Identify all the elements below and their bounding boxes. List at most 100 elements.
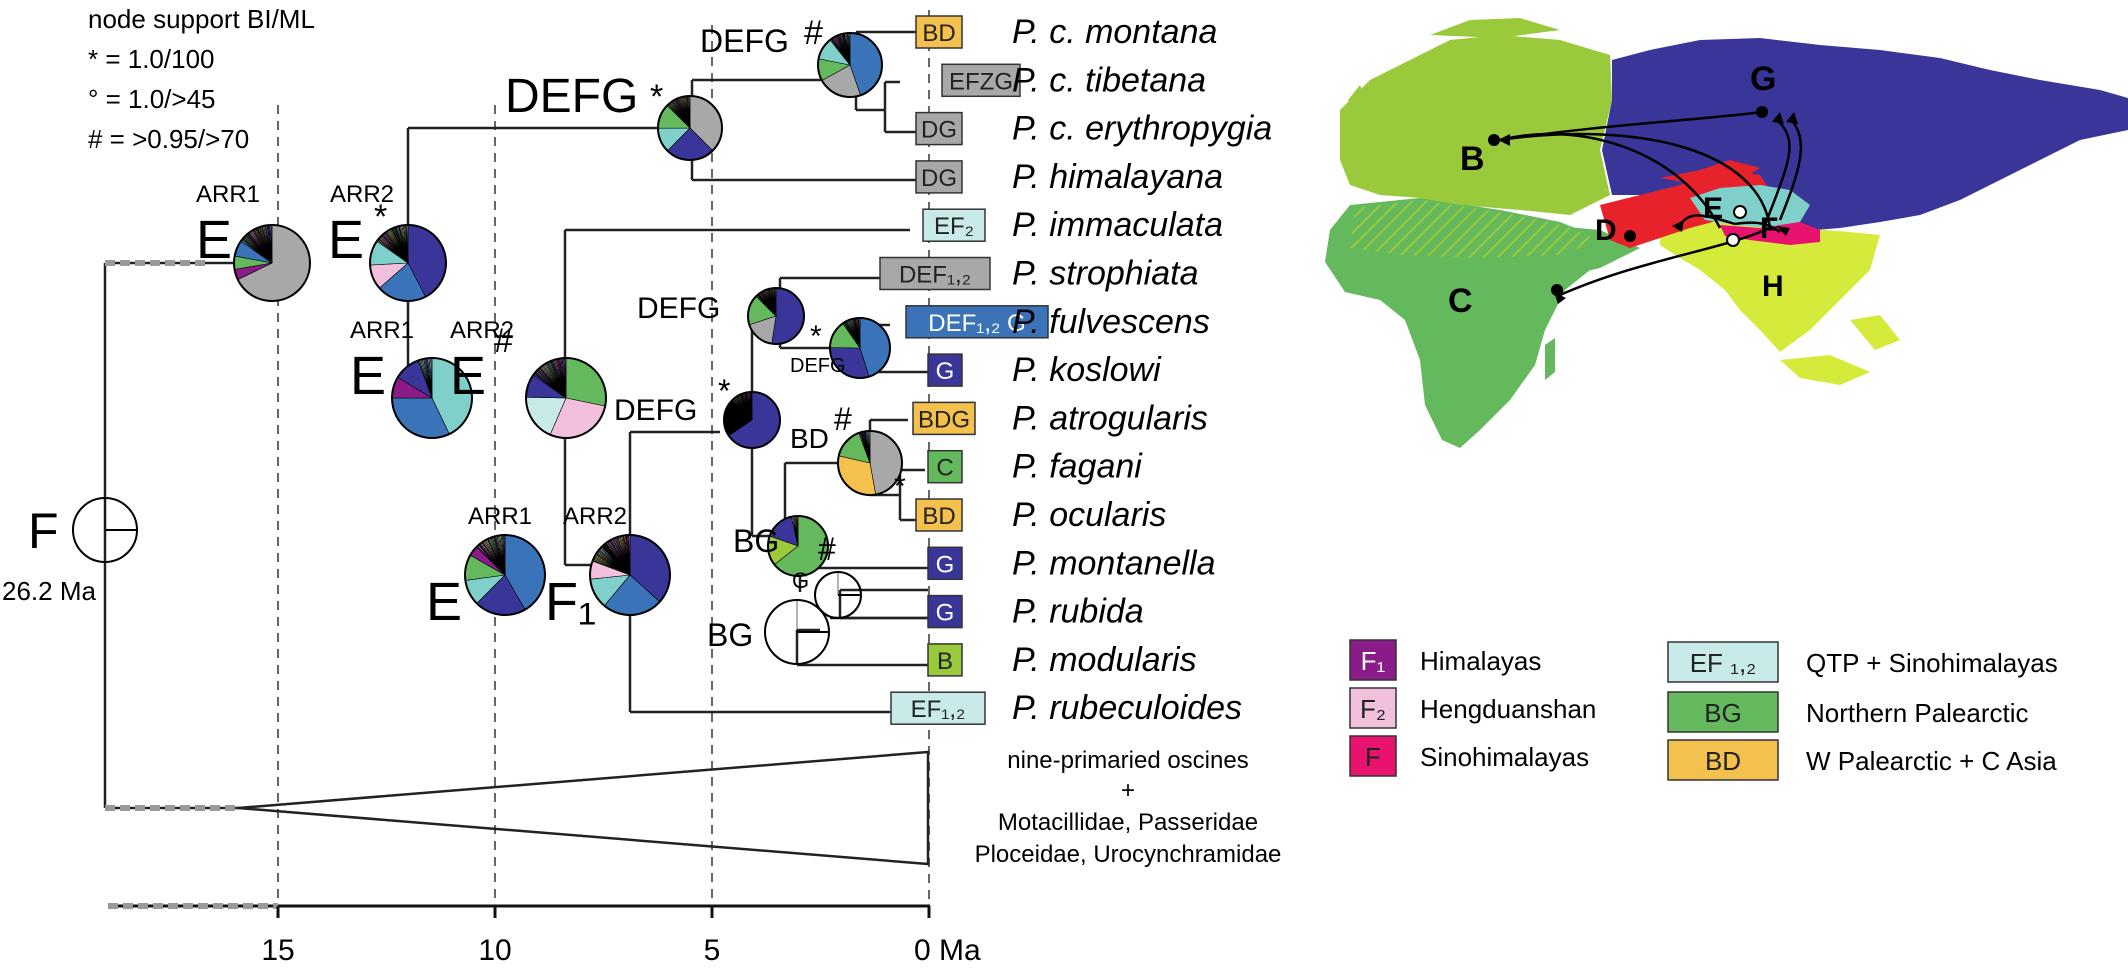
dispersal-arrows xyxy=(1497,110,1803,297)
tip: DG P. c. erythropygia xyxy=(915,110,1272,148)
support-legend-item: ° = 1.0/>45 xyxy=(88,84,216,114)
tip-range-box xyxy=(890,691,986,725)
map-region-sahara xyxy=(1350,200,1600,258)
area-legend-swatch xyxy=(1667,641,1779,683)
root-stubs xyxy=(105,260,235,811)
outgroup-label: nine-primaried oscines + Motacillidae, P… xyxy=(975,747,1282,868)
area-legend-code: BD xyxy=(1705,746,1741,776)
tip-range-box xyxy=(922,208,986,242)
node-support-mark: # xyxy=(804,14,823,52)
tip-range-code: G xyxy=(936,600,955,627)
node-label: DEFG xyxy=(700,23,789,59)
map-label-f: F xyxy=(1760,212,1778,245)
tip-range-code: EF₂ xyxy=(934,213,974,240)
tip-range-code: BD xyxy=(922,20,955,47)
tip-range-code: C xyxy=(936,455,953,482)
pie-slice xyxy=(771,287,805,345)
support-legend-item: * = 1.0/100 xyxy=(88,44,215,74)
tip: EF₂ P. immaculata xyxy=(922,206,1223,244)
area-legend-item: BD W Palearctic + C Asia xyxy=(1667,739,2057,781)
node-arr-label: ARR1 xyxy=(468,503,532,530)
time-axis: 15 10 5 0 Ma xyxy=(108,903,981,967)
tip: C P. fagani xyxy=(927,448,1143,486)
support-legend-item: # = >0.95/>70 xyxy=(88,124,249,154)
tip: EF₁,₂ P. rubeculoides xyxy=(890,689,1242,727)
node-support-mark: * xyxy=(374,198,387,236)
tip: G P. montanella xyxy=(927,544,1216,582)
tip-range-box xyxy=(927,353,963,387)
node-label: BD xyxy=(790,423,829,454)
node-label: E xyxy=(328,210,364,270)
node-labels: DEFG # DEFG * ARR1 E ARR2 E * ARR1 E ARR… xyxy=(196,14,906,653)
tip-range-code: EF₁,₂ xyxy=(911,696,966,723)
area-legend-swatch xyxy=(1667,691,1779,733)
dispersal-arrowheads xyxy=(1498,112,1798,304)
tip: G P. rubida xyxy=(927,593,1144,631)
node-label: DEFG xyxy=(505,70,638,123)
node-pie xyxy=(829,317,891,379)
taxon-name: P. koslowi xyxy=(1012,351,1162,389)
node-support-mark: * xyxy=(718,373,730,409)
taxon-name: P. fulvescens xyxy=(1012,303,1210,341)
node-pie xyxy=(747,287,805,345)
map-region-h-islands2 xyxy=(1850,315,1900,350)
node-label: G xyxy=(792,568,809,593)
root-node-label: F xyxy=(28,503,59,559)
taxon-name: P. c. tibetana xyxy=(1012,61,1206,99)
tip-range-box xyxy=(927,546,963,581)
tip-range-box xyxy=(915,160,963,194)
taxon-name: P. rubida xyxy=(1012,593,1144,631)
node-pie xyxy=(589,534,671,616)
outgroup-line: Motacillidae, Passeridae xyxy=(998,809,1258,836)
tip: BD P. ocularis xyxy=(915,496,1166,534)
taxon-name: P. strophiata xyxy=(1012,255,1199,293)
tip-range-box xyxy=(941,63,1021,98)
root-age-label: 26.2 Ma xyxy=(2,576,96,606)
node-label: E xyxy=(350,346,386,406)
tip-range-box xyxy=(927,449,963,484)
tip: DG P. himalayana xyxy=(915,158,1223,196)
map-label-d: D xyxy=(1595,214,1617,247)
taxon-name: P. c. erythropygia xyxy=(1012,110,1272,148)
area-legend-code: EF ₁,₂ xyxy=(1690,648,1757,678)
tip-range-box xyxy=(915,498,963,532)
pie-slice xyxy=(565,357,607,407)
node-pie xyxy=(525,357,607,439)
range-map: G B E D F C H xyxy=(1325,18,2128,448)
taxon-name: P. himalayana xyxy=(1012,158,1223,196)
map-label-g: G xyxy=(1750,60,1776,98)
node-support-mark: # xyxy=(818,531,836,567)
tip-range-code: DEF₁,₂ G xyxy=(928,310,1025,337)
node-support-mark: * xyxy=(894,470,906,503)
taxon-name: P. rubeculoides xyxy=(1012,689,1242,727)
area-legend-item: F₁ Himalayas xyxy=(1349,639,1541,681)
tree-branches xyxy=(103,30,928,810)
tip: BD P. c. montana xyxy=(915,13,1217,51)
area-legend-item: F Sinohimalayas xyxy=(1349,735,1589,777)
node-support-mark: * xyxy=(650,78,663,116)
map-region-f xyxy=(1720,222,1820,245)
taxon-name: P. modularis xyxy=(1012,641,1197,679)
tip: DEF₁,₂ P. strophiata xyxy=(879,255,1199,293)
area-legend-swatch xyxy=(1349,639,1397,681)
outgroup-line: nine-primaried oscines xyxy=(1007,747,1248,774)
area-legend-item: BG Northern Palearctic xyxy=(1667,691,2029,733)
node-pie xyxy=(391,357,473,439)
area-legend-code: F₁ xyxy=(1361,646,1386,676)
tip: BDG P. atrogularis xyxy=(912,399,1208,437)
map-region-h-islands xyxy=(1780,355,1870,385)
node-label: DEFG xyxy=(614,394,697,427)
axis-tick-label: 5 xyxy=(704,934,721,967)
tip: DEF₁,₂ GP. fulvescens xyxy=(905,303,1210,341)
map-region-b xyxy=(1340,35,1612,215)
map-region-uk xyxy=(1348,85,1370,125)
map-label-h: H xyxy=(1762,270,1784,303)
madagascar xyxy=(1545,338,1555,380)
tip-range-code: DG xyxy=(921,117,957,144)
area-legend-label: Himalayas xyxy=(1420,646,1541,676)
taxon-name: P. montanella xyxy=(1012,544,1216,582)
map-region-b-north xyxy=(1430,18,1560,38)
area-legend-swatch xyxy=(1667,739,1779,781)
map-label-e: E xyxy=(1703,192,1723,225)
